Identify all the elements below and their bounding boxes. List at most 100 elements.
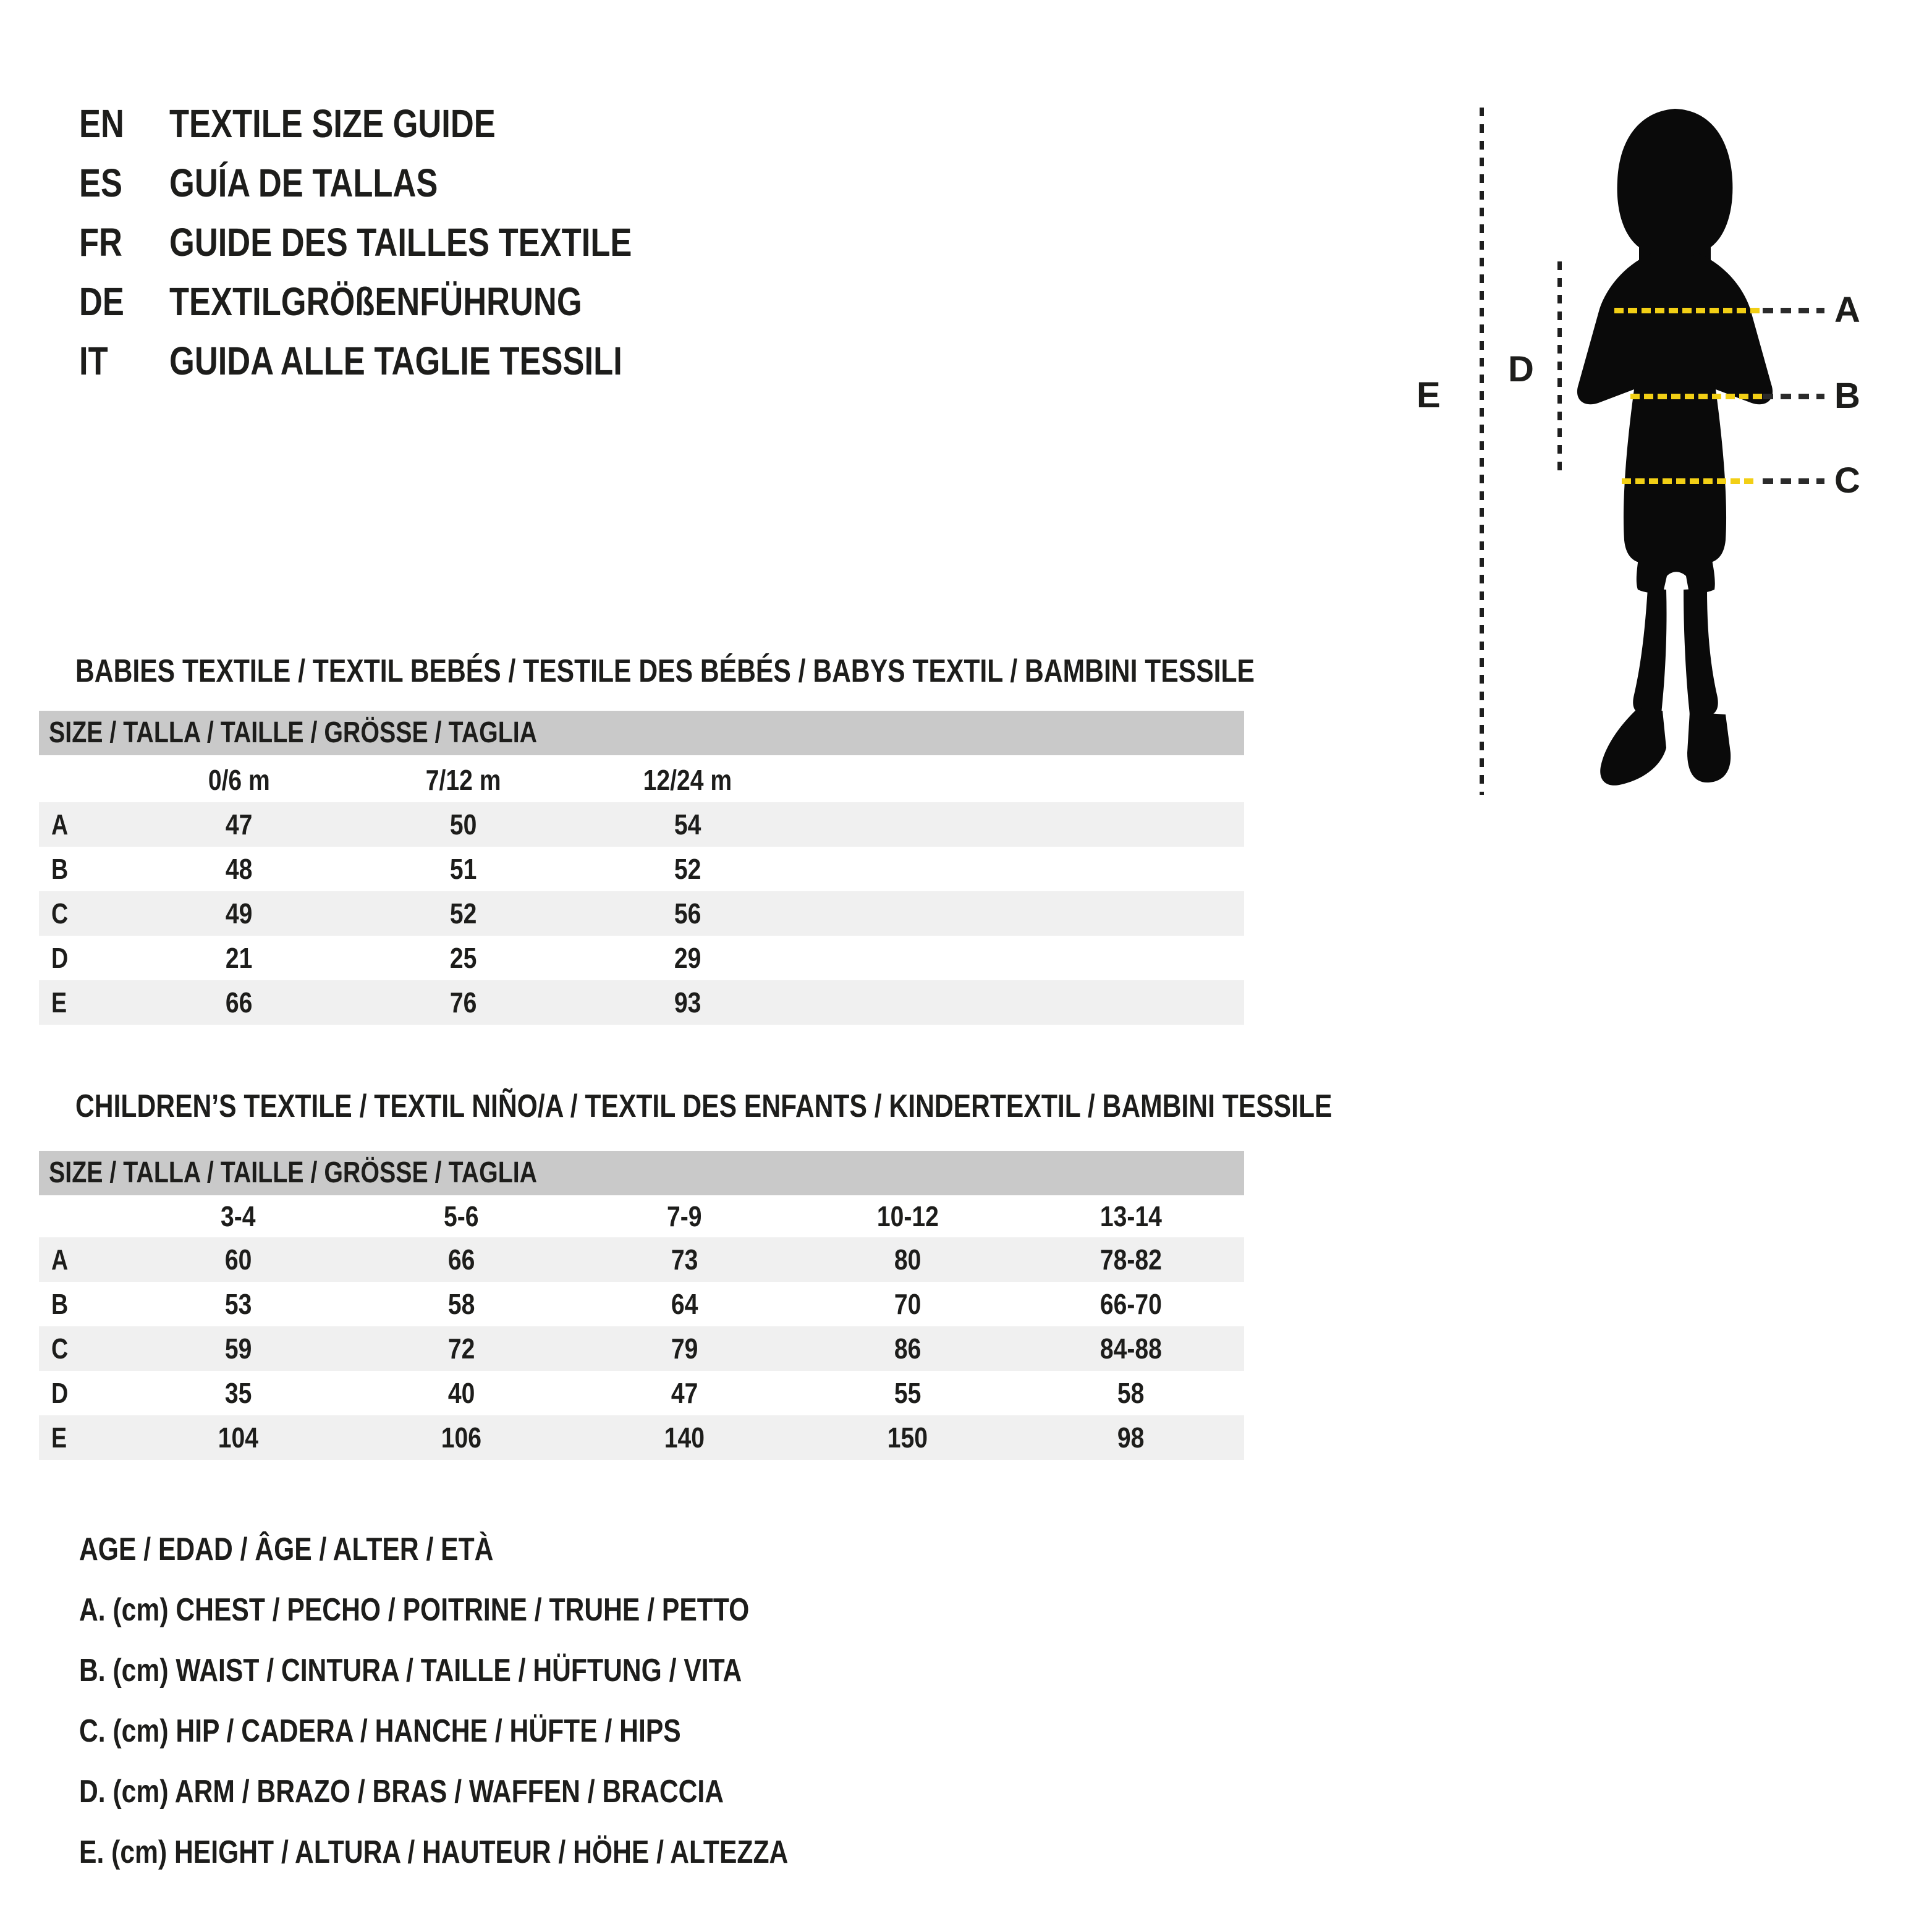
row-label: A (51, 808, 69, 841)
lang-row-it: IT GUIDA ALLE TAGLIE TESSILI (79, 331, 734, 391)
column-header: 5-6 (444, 1200, 479, 1232)
cell: 86 (894, 1332, 922, 1365)
lang-code: EN (79, 101, 124, 146)
lang-title: TEXTILGRÖßENFÜHRUNG (169, 279, 582, 324)
cell: 52 (674, 853, 701, 885)
chest-measure-dash-a (1614, 308, 1763, 313)
cell: 47 (225, 808, 253, 841)
cell: 21 (225, 942, 253, 974)
table-row: D 35 40 47 55 58 (39, 1371, 1244, 1415)
lang-title: GUIDA ALLE TAGLIE TESSILI (169, 339, 622, 383)
row-label: D (51, 942, 69, 974)
table-row: C 49 52 56 (39, 891, 1244, 936)
leader-dash-c (1763, 478, 1824, 484)
cell: 55 (894, 1377, 922, 1409)
column-header: 7/12 m (425, 764, 501, 796)
cell: 98 (1117, 1421, 1145, 1454)
cell: 25 (449, 942, 477, 974)
row-label: E (51, 1421, 67, 1454)
cell: 47 (671, 1377, 698, 1409)
height-measure-line-e (1480, 108, 1484, 795)
cell: 54 (674, 808, 701, 841)
cell: 66-70 (1099, 1288, 1162, 1320)
table-row: E 66 76 93 (39, 980, 1244, 1025)
cell: 48 (225, 853, 253, 885)
row-label: C (51, 1332, 69, 1365)
hip-measure-dash-c (1622, 478, 1755, 484)
row-label: B (51, 853, 69, 885)
children-column-header-row: 3-4 5-6 7-9 10-12 13-14 (39, 1193, 1244, 1240)
leader-dash-b (1763, 394, 1824, 399)
cell: 106 (441, 1421, 482, 1454)
cell: 49 (225, 897, 253, 930)
lang-code: FR (79, 220, 122, 265)
column-header: 10-12 (876, 1200, 939, 1232)
cell: 40 (447, 1377, 475, 1409)
cell: 56 (674, 897, 701, 930)
arm-measure-line-d (1557, 261, 1562, 470)
table-row: E 104 106 140 150 98 (39, 1415, 1244, 1460)
lang-code: ES (79, 161, 123, 205)
babies-section-title: BABIES TEXTILE / TEXTIL BEBÉS / TESTILE … (75, 653, 1255, 689)
cell: 140 (664, 1421, 705, 1454)
legend-line-hip: C. (cm) HIP / CADERA / HANCHE / HÜFTE / … (79, 1713, 681, 1749)
lang-title: TEXTILE SIZE GUIDE (169, 101, 496, 146)
cell: 104 (218, 1421, 259, 1454)
cell: 60 (224, 1244, 252, 1276)
cell: 66 (225, 986, 253, 1019)
column-header: 7-9 (667, 1200, 702, 1232)
babies-column-header-row: 0/6 m 7/12 m 12/24 m (39, 756, 1244, 803)
table-row: A 60 66 73 80 78-82 (39, 1237, 1244, 1282)
table-row: B 48 51 52 (39, 847, 1244, 891)
cell: 29 (674, 942, 701, 974)
cell: 50 (449, 808, 477, 841)
cell: 58 (447, 1288, 475, 1320)
cell: 72 (447, 1332, 475, 1365)
leader-dash-a (1763, 308, 1824, 313)
row-label: A (51, 1244, 69, 1276)
lang-row-de: DE TEXTILGRÖßENFÜHRUNG (79, 272, 734, 331)
column-header: 3-4 (221, 1200, 256, 1232)
cell: 150 (887, 1421, 928, 1454)
cell: 59 (224, 1332, 252, 1365)
cell: 73 (671, 1244, 698, 1276)
cell: 51 (449, 853, 477, 885)
waist-measure-dash-b (1630, 394, 1763, 399)
column-header: 13-14 (1099, 1200, 1162, 1232)
figure-label-b: B (1834, 376, 1860, 416)
lang-code: IT (79, 339, 108, 383)
lang-row-en: EN TEXTILE SIZE GUIDE (79, 94, 734, 153)
row-label: B (51, 1288, 69, 1320)
table-row: C 59 72 79 86 84-88 (39, 1326, 1244, 1371)
cell: 93 (674, 986, 701, 1019)
cell: 70 (894, 1288, 922, 1320)
lang-title: GUIDE DES TAILLES TEXTILE (169, 220, 632, 265)
row-label: E (51, 986, 67, 1019)
cell: 84-88 (1099, 1332, 1162, 1365)
legend-line-height: E. (cm) HEIGHT / ALTURA / HAUTEUR / HÖHE… (79, 1834, 789, 1870)
cell: 76 (449, 986, 477, 1019)
cell: 52 (449, 897, 477, 930)
column-header: 0/6 m (208, 764, 270, 796)
cell: 64 (671, 1288, 698, 1320)
lang-row-fr: FR GUIDE DES TAILLES TEXTILE (79, 213, 734, 272)
children-section-title: CHILDREN’S TEXTILE / TEXTIL NIÑO/A / TEX… (75, 1088, 1332, 1124)
table-row: A 47 50 54 (39, 802, 1244, 847)
legend-line-waist: B. (cm) WAIST / CINTURA / TAILLE / HÜFTU… (79, 1653, 742, 1688)
cell: 53 (224, 1288, 252, 1320)
cell: 78-82 (1099, 1244, 1162, 1276)
cell: 35 (224, 1377, 252, 1409)
cell: 80 (894, 1244, 922, 1276)
lang-code: DE (79, 279, 124, 324)
cell: 58 (1117, 1377, 1145, 1409)
language-header: EN TEXTILE SIZE GUIDE ES GUÍA DE TALLAS … (79, 94, 734, 391)
figure-label-a: A (1834, 290, 1860, 330)
column-header: 12/24 m (643, 764, 732, 796)
row-label: D (51, 1377, 69, 1409)
children-size-header-bar: SIZE / TALLA / TAILLE / GRÖSSE / TAGLIA (39, 1151, 1244, 1195)
legend-line-arm: D. (cm) ARM / BRAZO / BRAS / WAFFEN / BR… (79, 1774, 724, 1810)
measurement-legend: AGE / EDAD / ÂGE / ALTER / ETÀ A. (cm) C… (79, 1519, 944, 1883)
cell: 66 (447, 1244, 475, 1276)
figure-label-c: C (1834, 460, 1860, 501)
